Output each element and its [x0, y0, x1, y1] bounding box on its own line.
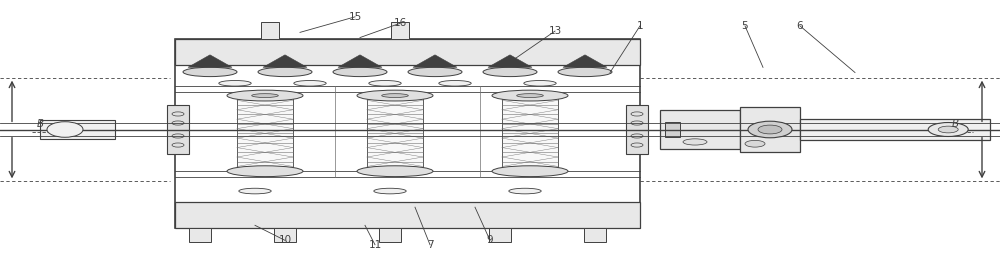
- Ellipse shape: [183, 67, 237, 77]
- Ellipse shape: [928, 123, 968, 136]
- Ellipse shape: [492, 90, 568, 101]
- Text: 7: 7: [427, 240, 433, 250]
- Ellipse shape: [333, 67, 387, 77]
- Ellipse shape: [227, 90, 303, 101]
- Ellipse shape: [227, 166, 303, 177]
- Polygon shape: [338, 55, 382, 67]
- Polygon shape: [188, 55, 232, 67]
- Ellipse shape: [492, 166, 568, 177]
- Text: 6: 6: [797, 21, 803, 31]
- Bar: [274, 228, 296, 242]
- Ellipse shape: [374, 188, 406, 194]
- Bar: [391, 22, 409, 39]
- Ellipse shape: [439, 81, 471, 86]
- Text: 13: 13: [548, 26, 562, 36]
- Bar: [175, 39, 640, 65]
- Ellipse shape: [258, 67, 312, 77]
- Text: 10: 10: [278, 235, 292, 245]
- Bar: [175, 39, 640, 228]
- Bar: [665, 122, 680, 137]
- Ellipse shape: [683, 139, 707, 145]
- Text: B: B: [36, 119, 44, 129]
- Bar: [189, 228, 211, 242]
- Ellipse shape: [357, 90, 433, 101]
- Text: 15: 15: [348, 12, 362, 22]
- Ellipse shape: [219, 81, 251, 86]
- Bar: [502, 96, 558, 171]
- Ellipse shape: [357, 166, 433, 177]
- Text: 16: 16: [393, 18, 407, 28]
- Ellipse shape: [369, 81, 401, 86]
- Polygon shape: [263, 55, 307, 67]
- Ellipse shape: [239, 188, 271, 194]
- Ellipse shape: [745, 140, 765, 147]
- Text: 1: 1: [637, 21, 643, 31]
- Ellipse shape: [252, 94, 278, 97]
- Ellipse shape: [758, 125, 782, 134]
- Bar: [489, 228, 511, 242]
- Ellipse shape: [294, 81, 326, 86]
- Ellipse shape: [382, 94, 408, 97]
- Ellipse shape: [483, 67, 537, 77]
- Bar: [237, 96, 293, 171]
- Ellipse shape: [524, 81, 556, 86]
- Ellipse shape: [509, 188, 541, 194]
- Bar: [379, 228, 401, 242]
- Polygon shape: [563, 55, 607, 67]
- Ellipse shape: [558, 67, 612, 77]
- Bar: [626, 105, 648, 154]
- Bar: [175, 202, 640, 228]
- Polygon shape: [413, 55, 457, 67]
- Text: 11: 11: [368, 240, 382, 250]
- Text: 5: 5: [742, 21, 748, 31]
- Bar: [261, 22, 279, 39]
- Ellipse shape: [47, 122, 83, 137]
- Text: B: B: [951, 119, 959, 129]
- Bar: [584, 228, 606, 242]
- Bar: [167, 105, 189, 154]
- Ellipse shape: [748, 121, 792, 138]
- Bar: [367, 96, 423, 171]
- Ellipse shape: [938, 126, 958, 133]
- Bar: [660, 110, 740, 149]
- Text: 9: 9: [487, 235, 493, 245]
- Ellipse shape: [408, 67, 462, 77]
- Bar: [40, 120, 115, 139]
- Bar: [740, 107, 800, 152]
- Ellipse shape: [517, 94, 543, 97]
- Polygon shape: [488, 55, 532, 67]
- Bar: [800, 119, 990, 140]
